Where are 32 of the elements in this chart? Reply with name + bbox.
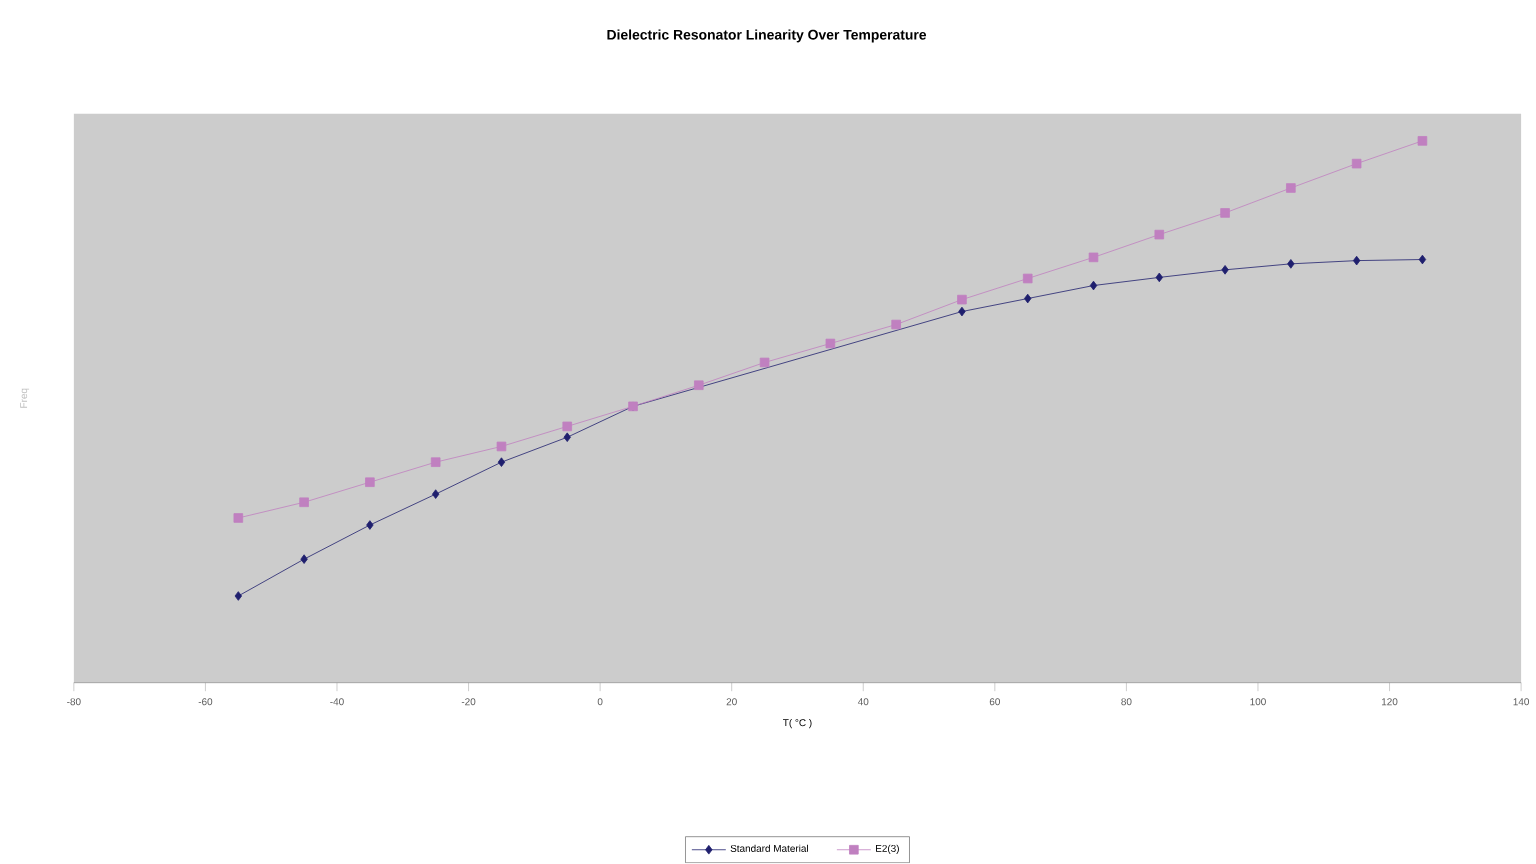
point (233, 513, 244, 524)
point (825, 339, 836, 349)
point (1287, 259, 1295, 270)
point (694, 380, 704, 391)
point (430, 457, 441, 468)
point (300, 554, 308, 565)
point (366, 520, 374, 531)
point (1154, 230, 1165, 240)
point (1352, 256, 1361, 266)
point (1221, 265, 1229, 275)
point (431, 489, 440, 500)
point (299, 497, 309, 508)
point (562, 422, 573, 432)
point (563, 432, 571, 443)
point (1418, 255, 1427, 265)
point (891, 320, 901, 330)
point (957, 295, 967, 305)
point (1220, 208, 1230, 219)
point (958, 307, 966, 317)
point (497, 457, 506, 468)
point (1351, 159, 1362, 169)
point (1417, 136, 1428, 147)
point (1022, 274, 1033, 284)
point (496, 442, 507, 452)
point (759, 358, 770, 368)
point (1286, 183, 1296, 194)
point (234, 591, 242, 602)
point (1155, 273, 1163, 283)
point (365, 477, 375, 488)
point (1089, 281, 1098, 291)
point (1024, 294, 1032, 304)
point (1088, 252, 1099, 263)
